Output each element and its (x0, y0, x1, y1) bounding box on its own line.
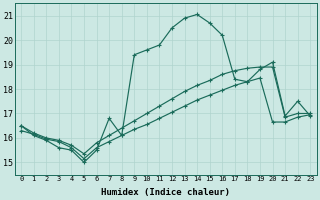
X-axis label: Humidex (Indice chaleur): Humidex (Indice chaleur) (101, 188, 230, 197)
